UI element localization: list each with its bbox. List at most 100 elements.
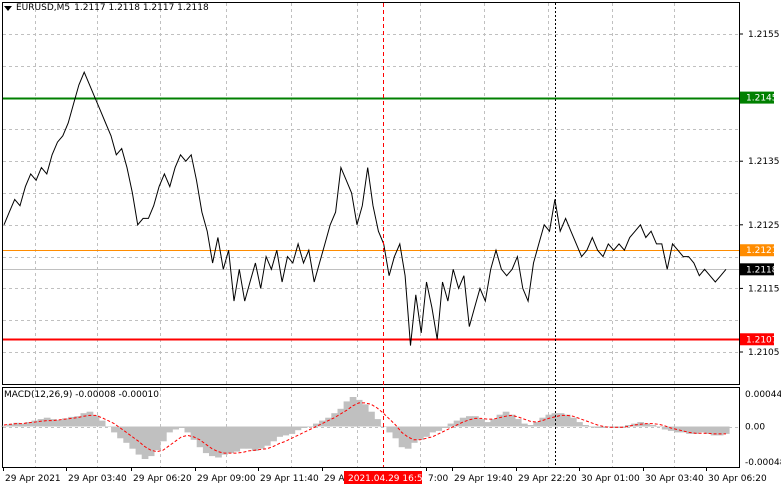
macd-histogram-bar: [331, 413, 338, 427]
macd-histogram-bar: [429, 426, 436, 433]
macd-histogram-bar: [147, 426, 155, 457]
macd-histogram-bar: [68, 416, 75, 427]
time-tick-label: 29 Apr 09:00: [197, 474, 256, 484]
macd-histogram-bar: [722, 426, 730, 434]
macd-histogram-bar: [135, 426, 143, 455]
macd-histogram-bar: [37, 419, 45, 427]
macd-histogram-bar: [98, 420, 106, 427]
price-tick-label: 1.2115: [748, 284, 780, 294]
macd-histogram-bar: [392, 426, 400, 439]
price-tick-label: 1.2155: [748, 30, 780, 40]
macd-histogram-bar: [62, 418, 69, 427]
macd-histogram-bar: [447, 423, 455, 427]
macd-histogram-bar: [172, 426, 179, 430]
macd-histogram-bar: [221, 426, 228, 455]
macd-histogram-bar: [257, 426, 265, 449]
time-axis: 29 Apr 2021 29 Apr 03:40 29 Apr 06:20 29 Ap…: [3, 467, 767, 484]
level-badge-label: 1.2121: [746, 246, 778, 256]
time-tick-label: 7:00: [428, 474, 448, 484]
macd-tick-label: -0.00048: [745, 458, 781, 468]
macd-histogram-bar: [251, 426, 259, 451]
macd-histogram-bar: [539, 417, 547, 427]
time-tick-label: 29 Apr 19:40: [454, 474, 513, 484]
macd-histogram-bar: [588, 426, 595, 427]
time-tick-label: 29 Apr 11:40: [260, 474, 319, 484]
macd-histogram-bar: [466, 416, 473, 427]
macd-histogram-bar: [184, 426, 192, 433]
level-badge-label: 1.2145: [746, 94, 778, 104]
macd-histogram-bar: [337, 408, 345, 427]
macd-histogram-bar: [319, 420, 326, 427]
macd-histogram-bar: [410, 426, 418, 443]
macd-histogram-bar: [276, 426, 283, 437]
macd-histogram-bar: [496, 414, 504, 427]
macd-histogram-bar: [0, 425, 8, 427]
macd-histogram-bar: [661, 426, 669, 430]
macd-histogram-bar: [43, 417, 51, 427]
macd-histogram-bar: [521, 423, 528, 427]
macd-histogram-bar: [141, 426, 149, 459]
level-badge-resistance: [740, 91, 774, 104]
macd-histogram-bar: [710, 426, 718, 436]
macd-histogram-bar: [368, 411, 375, 427]
macd-histogram-bar: [692, 426, 699, 434]
macd-histogram-bar: [245, 426, 253, 449]
macd-histogram-bar: [490, 419, 498, 427]
time-tick-label: 30 Apr 01:00: [581, 474, 640, 484]
macd-histogram-bar: [153, 426, 161, 451]
macd-title: MACD(12,26,9) -0.00008 -0.00010: [4, 390, 160, 400]
macd-histogram-bar: [160, 426, 167, 442]
price-tick-label: 1.2105: [748, 348, 780, 358]
time-tick-label: 29 Apr 06:20: [133, 474, 192, 484]
macd-histogram-bar: [484, 422, 491, 427]
macd-histogram-bar: [361, 404, 369, 427]
price-tick-label: 1.2135: [748, 157, 780, 167]
level-lines[interactable]: [3, 97, 739, 341]
macd-histogram-bar: [472, 416, 479, 427]
macd-histogram-bar: [453, 420, 461, 427]
price-tick-label: 1.2125: [748, 221, 780, 231]
macd-histogram-bar: [514, 419, 522, 427]
macd-histogram-bar: [288, 426, 296, 434]
macd-indicator: [0, 397, 730, 459]
macd-histogram-bar: [25, 422, 33, 427]
macd-histogram-bar: [294, 426, 302, 431]
macd-histogram-bar: [105, 426, 112, 427]
macd-histogram-bar: [576, 422, 583, 427]
macd-histogram-bar: [441, 426, 449, 428]
macd-histogram-bar: [667, 426, 675, 431]
macd-histogram-bar: [551, 413, 559, 427]
macd-histogram-bar: [686, 426, 693, 434]
level-badge-support: [740, 333, 774, 346]
macd-histogram-bar: [343, 401, 351, 427]
macd-histogram-bar: [227, 426, 234, 454]
macd-histogram-bar: [178, 426, 186, 428]
macd-histogram-bar: [233, 426, 241, 452]
macd-histogram-bar: [92, 415, 100, 427]
macd-histogram-bar: [704, 426, 712, 434]
time-tick-label: 29 Apr 22:20: [518, 474, 577, 484]
macd-histogram-bar: [374, 419, 381, 427]
dropdown-triangle-icon[interactable]: [4, 5, 12, 11]
macd-histogram-bar: [111, 426, 118, 433]
time-tick-label: 30 Apr 03:40: [645, 474, 704, 484]
macd-histogram-bar: [300, 426, 308, 428]
macd-histogram-bar: [31, 420, 39, 427]
macd-histogram-bar: [80, 413, 88, 427]
symbol-label: EURUSD,M5: [16, 3, 71, 13]
macd-histogram-bar: [674, 426, 681, 433]
macd-histogram-bar: [478, 419, 485, 427]
crosshair-time-badge: [344, 471, 422, 484]
macd-histogram-bar: [123, 426, 130, 443]
macd-histogram-bar: [215, 426, 222, 458]
price-badges: 1.2145 1.2121 1.2107 1.2118: [740, 91, 778, 346]
macd-histogram-bar: [716, 426, 724, 436]
crosshair-time-label: 2021.04.29 16:50: [348, 474, 429, 484]
macd-signal-line: [3, 402, 726, 454]
macd-histogram-bar: [631, 423, 638, 427]
level-badge-label: 1.2107: [746, 335, 778, 345]
macd-histogram-bar: [533, 422, 540, 427]
main-plot-frame: [2, 2, 740, 385]
